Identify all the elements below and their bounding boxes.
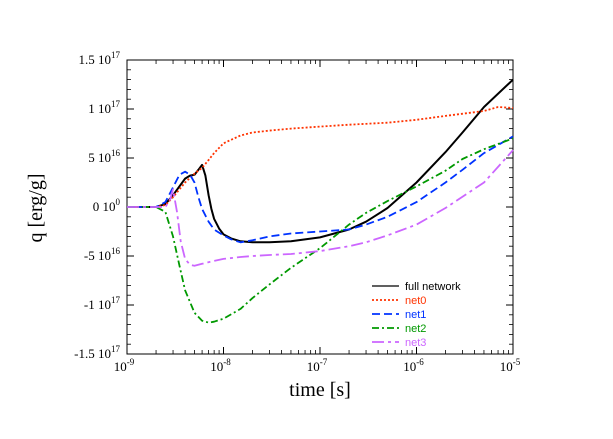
series-line-full-network	[127, 78, 514, 244]
y-tick-label: -1 1017	[84, 295, 121, 312]
plot-frame	[126, 59, 514, 355]
x-tick-label: 10-5	[500, 357, 521, 374]
y-tick-label: 0 100	[93, 197, 121, 214]
x-tick-label: 10-9	[114, 357, 135, 374]
y-tick-label: 1 1017	[88, 99, 120, 116]
x-tick-label: 10-8	[210, 357, 231, 374]
legend-label: net1	[405, 309, 426, 321]
series-line-net3	[127, 149, 514, 267]
y-axis-label: q [erg/g]	[25, 173, 47, 242]
y-tick-label: 5 1016	[88, 148, 120, 165]
series-line-net2	[127, 137, 514, 324]
x-tick-label: 10-7	[307, 357, 328, 374]
legend-label: full network	[405, 281, 461, 293]
y-tick-label: -5 1016	[84, 246, 121, 263]
series-line-net1	[127, 135, 514, 244]
series-line-net0	[127, 106, 514, 208]
x-tick-label: 10-6	[403, 357, 424, 374]
legend-label: net2	[405, 323, 426, 335]
y-tick-label: -1.5 1017	[74, 344, 120, 361]
legend-label: net0	[405, 295, 426, 307]
x-axis-label: time [s]	[289, 379, 351, 401]
legend-label: net3	[405, 337, 426, 349]
y-tick-label: 1.5 1017	[79, 50, 121, 67]
